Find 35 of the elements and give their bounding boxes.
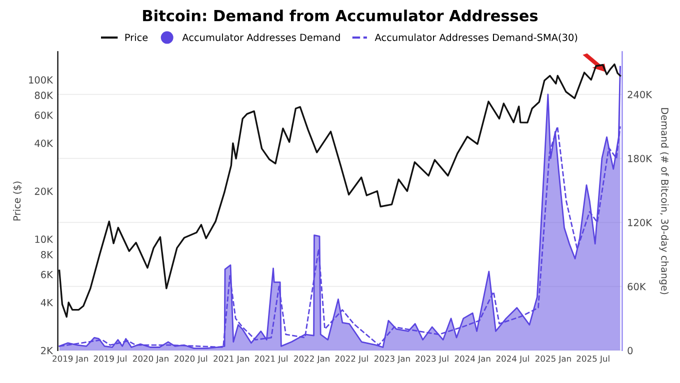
x-tick-label: 2021 Jan	[214, 355, 250, 364]
y-tick-label: 6K	[41, 270, 54, 278]
legend-label: Accumulator Addresses Demand	[182, 34, 340, 42]
y2-tick-label: 60K	[628, 282, 646, 290]
x-tick-label: 2024 Jan	[454, 355, 490, 364]
x-tick-label: 2019 Jan	[52, 355, 88, 364]
y-tick-label: 100K	[29, 76, 54, 84]
x-tick-label: 2019 Jul	[94, 355, 126, 364]
x-tick-label: 2021 Jul	[254, 355, 288, 364]
y-tick-label: 20K	[34, 188, 54, 195]
legend-label: Accumulator Addresses Demand-SMA(30)	[374, 34, 578, 42]
y2-tick-label: 0	[628, 346, 633, 354]
x-tick-label: 2025 Jul	[576, 355, 610, 364]
x-tick-label: 2023 Jan	[374, 355, 410, 364]
y-tick-label: 2K	[41, 346, 54, 354]
y-tick-label: 10K	[35, 236, 54, 243]
y-tick-label: 4K	[40, 299, 54, 306]
x-tick-label: 2020 Jan	[133, 355, 168, 364]
y-tick-label: 60K	[34, 112, 54, 119]
x-tick-label: 2020 Jul	[174, 355, 208, 364]
y-axis-title: Price ($)	[13, 182, 22, 220]
y-tick-label: 8K	[41, 251, 54, 258]
x-tick-label: 2022 Jul	[335, 355, 368, 364]
y2-tick-label: 120K	[628, 218, 652, 226]
x-tick-label: 2024 Jul	[496, 355, 529, 364]
x-tick-label: 2022 Jan	[294, 355, 330, 364]
x-tick-label: 2023 Jul	[416, 355, 448, 364]
x-tick-label: 2025 Jan	[536, 355, 571, 364]
legend-label: Price	[125, 34, 148, 42]
y2-axis-title: Demand (# of Bitcoin, 30-day change)	[659, 108, 669, 294]
y-tick-label: 40K	[34, 140, 54, 147]
chart-title: Bitcoin: Demand from Accumulator Addresses	[143, 10, 538, 22]
y2-tick-label: 180K	[628, 154, 652, 162]
y2-tick-label: 240K	[628, 90, 652, 98]
y-tick-label: 80K	[34, 92, 54, 100]
